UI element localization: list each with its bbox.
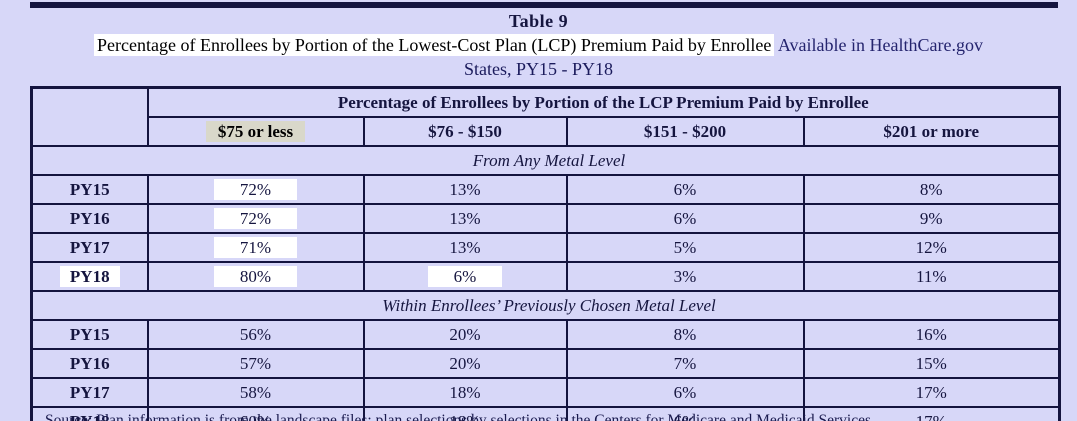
value-cell: 17% bbox=[802, 406, 1061, 421]
table-row: PY15 56% 20% 8% 16% bbox=[30, 319, 1061, 350]
table-header-spanning: Percentage of Enrollees by Portion of th… bbox=[146, 86, 1061, 118]
table-title-highlighted: Percentage of Enrollees by Portion of th… bbox=[94, 34, 775, 56]
value-cell: 8% bbox=[802, 174, 1061, 205]
value-cell: 15% bbox=[802, 348, 1061, 379]
value-cell: 56% bbox=[146, 319, 365, 350]
value-cell: 71% bbox=[146, 232, 365, 263]
year-cell: PY18 bbox=[30, 261, 149, 292]
table-row: PY15 72% 13% 6% 8% bbox=[30, 174, 1061, 205]
year-cell: PY16 bbox=[30, 203, 149, 234]
column-header-75-or-less: $75 or less bbox=[146, 116, 365, 147]
table-row: PY17 71% 13% 5% 12% bbox=[30, 232, 1061, 263]
highlighted-year: PY18 bbox=[59, 265, 120, 287]
column-header-row: $75 or less $76 - $150 $151 - $200 $201 … bbox=[32, 116, 1061, 147]
section-label-chosen-metal: Within Enrollees’ Previously Chosen Meta… bbox=[30, 290, 1061, 321]
table-row: PY16 72% 13% 6% 9% bbox=[30, 203, 1061, 234]
table-title-states-line: States, PY15 - PY18 bbox=[463, 59, 613, 79]
value-cell: 7% bbox=[565, 348, 805, 379]
lcp-premium-table: Percentage of Enrollees by Portion of th… bbox=[30, 86, 1062, 421]
value-cell: 13% bbox=[362, 232, 568, 263]
table-row: PY16 57% 20% 7% 15% bbox=[30, 348, 1061, 379]
value-cell: 6% bbox=[565, 174, 805, 205]
value-cell: 13% bbox=[362, 203, 568, 234]
value-cell: 5% bbox=[565, 232, 805, 263]
value-cell: 6% bbox=[565, 406, 805, 421]
highlighted-value: 80% bbox=[213, 265, 298, 287]
table-row: PY18 80% 6% 3% 11% bbox=[30, 261, 1061, 292]
year-cell: PY15 bbox=[30, 319, 149, 350]
highlighted-value: 71% bbox=[213, 236, 298, 258]
corner-cell bbox=[30, 86, 149, 147]
highlight-75-or-less: $75 or less bbox=[205, 120, 306, 142]
value-cell: 12% bbox=[802, 232, 1061, 263]
highlighted-value: 6% bbox=[427, 265, 503, 287]
value-cell: 18% bbox=[362, 406, 568, 421]
value-cell: 72% bbox=[146, 174, 365, 205]
value-cell: 72% bbox=[146, 203, 365, 234]
value-cell: 6% bbox=[565, 203, 805, 234]
value-cell: 60% bbox=[146, 406, 365, 421]
value-cell: 11% bbox=[802, 261, 1061, 292]
value-cell: 20% bbox=[362, 319, 568, 350]
year-cell: PY17 bbox=[30, 232, 149, 263]
year-cell: PY15 bbox=[30, 174, 149, 205]
value-cell: 6% bbox=[565, 377, 805, 408]
value-cell: 16% bbox=[802, 319, 1061, 350]
value-cell: 80% bbox=[146, 261, 365, 292]
column-header-76-150: $76 - $150 bbox=[362, 116, 568, 147]
table-header-row-merged: Percentage of Enrollees by Portion of th… bbox=[30, 86, 1061, 147]
table-number-title: Table 9 bbox=[508, 11, 569, 31]
value-cell: 6% bbox=[362, 261, 568, 292]
value-cell: 57% bbox=[146, 348, 365, 379]
column-header-201-or-more: $201 or more bbox=[802, 116, 1061, 147]
table-caption: Table 9 Percentage of Enrollees by Porti… bbox=[0, 0, 1077, 81]
value-cell: 8% bbox=[565, 319, 805, 350]
top-divider bbox=[30, 2, 1058, 8]
section-row-chosen-metal: Within Enrollees’ Previously Chosen Meta… bbox=[30, 290, 1061, 321]
section-label-any-metal: From Any Metal Level bbox=[30, 145, 1061, 176]
table-row: PY18 60% 18% 6% 17% bbox=[30, 406, 1061, 421]
value-cell: 17% bbox=[802, 377, 1061, 408]
source-note: Source: Plan information is from the lan… bbox=[45, 412, 871, 421]
value-cell: 9% bbox=[802, 203, 1061, 234]
table-row: PY17 58% 18% 6% 17% bbox=[30, 377, 1061, 408]
value-cell: 13% bbox=[362, 174, 568, 205]
year-cell: PY16 bbox=[30, 348, 149, 379]
value-cell: 20% bbox=[362, 348, 568, 379]
table-title-rest: Available in HealthCare.gov bbox=[774, 35, 983, 55]
section-row-any-metal: From Any Metal Level bbox=[30, 145, 1061, 176]
year-cell: PY17 bbox=[30, 377, 149, 408]
year-cell: PY18 bbox=[30, 406, 149, 421]
highlighted-value: 72% bbox=[213, 207, 298, 229]
value-cell: 3% bbox=[565, 261, 805, 292]
value-cell: 58% bbox=[146, 377, 365, 408]
column-header-151-200: $151 - $200 bbox=[565, 116, 805, 147]
value-cell: 18% bbox=[362, 377, 568, 408]
highlighted-value: 72% bbox=[213, 178, 298, 200]
table-title: Percentage of Enrollees by Portion of th… bbox=[0, 33, 1077, 57]
